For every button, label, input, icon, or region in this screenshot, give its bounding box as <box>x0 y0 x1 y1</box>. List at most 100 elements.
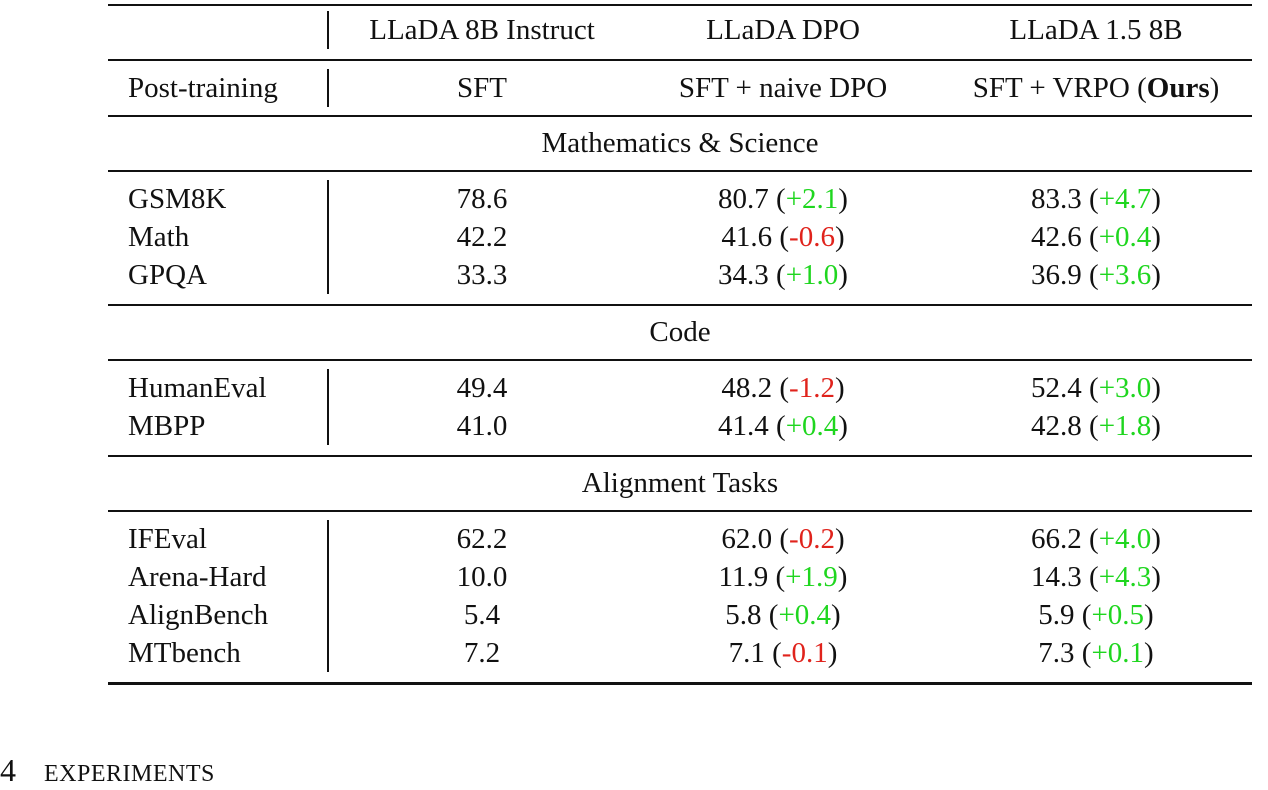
cell-delta: -0.1 <box>781 637 828 669</box>
row-label: IFEval <box>128 521 207 557</box>
bracket: ) <box>1151 561 1161 593</box>
cell: 49.4 <box>457 370 508 406</box>
column-header: LLaDA DPO <box>706 12 860 48</box>
rule <box>108 455 1252 457</box>
cell: 48.2 (-1.2) <box>721 370 844 406</box>
cell: 42.8 (+1.8) <box>1031 408 1161 444</box>
cell: 42.6 (+0.4) <box>1031 219 1161 255</box>
column-divider <box>327 11 329 49</box>
cell-delta: -0.2 <box>789 523 835 555</box>
column-divider <box>327 180 329 218</box>
column-divider <box>327 69 329 107</box>
bracket: ) <box>834 372 845 404</box>
cell-value: 48.2 <box>721 372 773 404</box>
column-divider <box>327 596 329 634</box>
heading-title: EXPERIMENTS <box>44 761 215 787</box>
cell-delta: +0.5 <box>1091 599 1145 631</box>
bracket: ( <box>1089 372 1099 404</box>
section-title-text: Code <box>649 316 711 348</box>
cell: 7.1 (-0.1) <box>729 635 838 671</box>
cell-delta: +1.0 <box>785 259 839 291</box>
cell-value: 7.2 <box>463 637 501 669</box>
bracket: ( <box>768 599 779 631</box>
cell-delta: +0.1 <box>1091 637 1145 669</box>
rule <box>108 510 1252 512</box>
cell-delta: +2.1 <box>785 183 839 215</box>
column-divider <box>327 407 329 445</box>
cell-delta: +4.3 <box>1098 561 1152 593</box>
bracket: ( <box>1081 599 1092 631</box>
row-label-text: Math <box>128 221 190 253</box>
method-header: SFT + VRPO (Ours) <box>973 70 1220 106</box>
bracket: ) <box>1151 410 1161 442</box>
column-divider <box>327 558 329 596</box>
bracket: ( <box>1089 259 1099 291</box>
bracket: ) <box>827 637 838 669</box>
cell: 66.2 (+4.0) <box>1031 521 1161 557</box>
bracket: ) <box>837 561 848 593</box>
bracket: ( <box>779 221 790 253</box>
bracket: ) <box>834 523 845 555</box>
cell: 41.6 (-0.6) <box>721 219 844 255</box>
column-header-text: LLaDA 1.5 8B <box>1009 14 1183 46</box>
section-title-text: Mathematics & Science <box>541 127 819 159</box>
bracket: ) <box>838 183 848 215</box>
bracket: ) <box>1144 637 1154 669</box>
method-text: SFT + naive DPO <box>678 72 888 104</box>
bracket: ( <box>775 561 786 593</box>
cell: 41.4 (+0.4) <box>718 408 848 444</box>
row-label: HumanEval <box>128 370 267 406</box>
column-divider <box>327 256 329 294</box>
bracket: ( <box>1089 523 1099 555</box>
rule <box>108 304 1252 306</box>
bracket: ( <box>1089 221 1099 253</box>
cell-value: 5.9 <box>1038 599 1075 631</box>
row-label: GSM8K <box>128 181 226 217</box>
cell-delta: +3.0 <box>1098 372 1152 404</box>
cell-value: 34.3 <box>718 259 769 291</box>
cell-value: 10.0 <box>456 561 508 593</box>
bracket: ( <box>1089 410 1099 442</box>
column-header: LLaDA 8B Instruct <box>369 12 595 48</box>
cell: 5.4 <box>464 597 500 633</box>
cell-value: 5.8 <box>725 599 762 631</box>
bracket: ) <box>1151 183 1161 215</box>
bracket: ( <box>1089 183 1099 215</box>
method-bold: Ours <box>1146 72 1210 104</box>
cell: 62.0 (-0.2) <box>721 521 844 557</box>
column-divider <box>327 218 329 256</box>
row-label-text: HumanEval <box>128 372 267 404</box>
cell: 7.2 <box>464 635 500 671</box>
cell: 52.4 (+3.0) <box>1031 370 1161 406</box>
row-label-text: MBPP <box>128 410 206 442</box>
cell-value: 42.2 <box>456 221 508 253</box>
rule <box>108 682 1252 685</box>
cell-delta: -1.2 <box>789 372 835 404</box>
cell-delta: +4.7 <box>1098 183 1152 215</box>
cell: 11.9 (+1.9) <box>719 559 848 595</box>
cell-value: 11.9 <box>718 561 769 593</box>
method-header: SFT + naive DPO <box>679 70 887 106</box>
method-header: SFT <box>457 70 507 106</box>
cell-value: 7.1 <box>728 637 765 669</box>
column-header-text: LLaDA DPO <box>706 14 860 46</box>
column-divider <box>327 369 329 407</box>
cell-delta: -0.6 <box>789 221 835 253</box>
cell-value: 80.7 <box>718 183 769 215</box>
cell-value: 78.6 <box>456 183 508 215</box>
bracket: ) <box>834 221 845 253</box>
cell: 42.2 <box>457 219 508 255</box>
cell: 62.2 <box>457 521 508 557</box>
cell-value: 83.3 <box>1031 183 1082 215</box>
cell-value: 7.3 <box>1038 637 1075 669</box>
cell-delta: +3.6 <box>1098 259 1152 291</box>
cell-value: 52.4 <box>1031 372 1082 404</box>
rule <box>108 170 1252 172</box>
section-title: Alignment Tasks <box>582 465 778 501</box>
bracket: ) <box>1151 372 1161 404</box>
row-label: MTbench <box>128 635 241 671</box>
row-label-text: GPQA <box>128 259 207 291</box>
rule <box>108 115 1252 117</box>
bracket: ) <box>838 259 848 291</box>
cell: 5.9 (+0.5) <box>1038 597 1153 633</box>
